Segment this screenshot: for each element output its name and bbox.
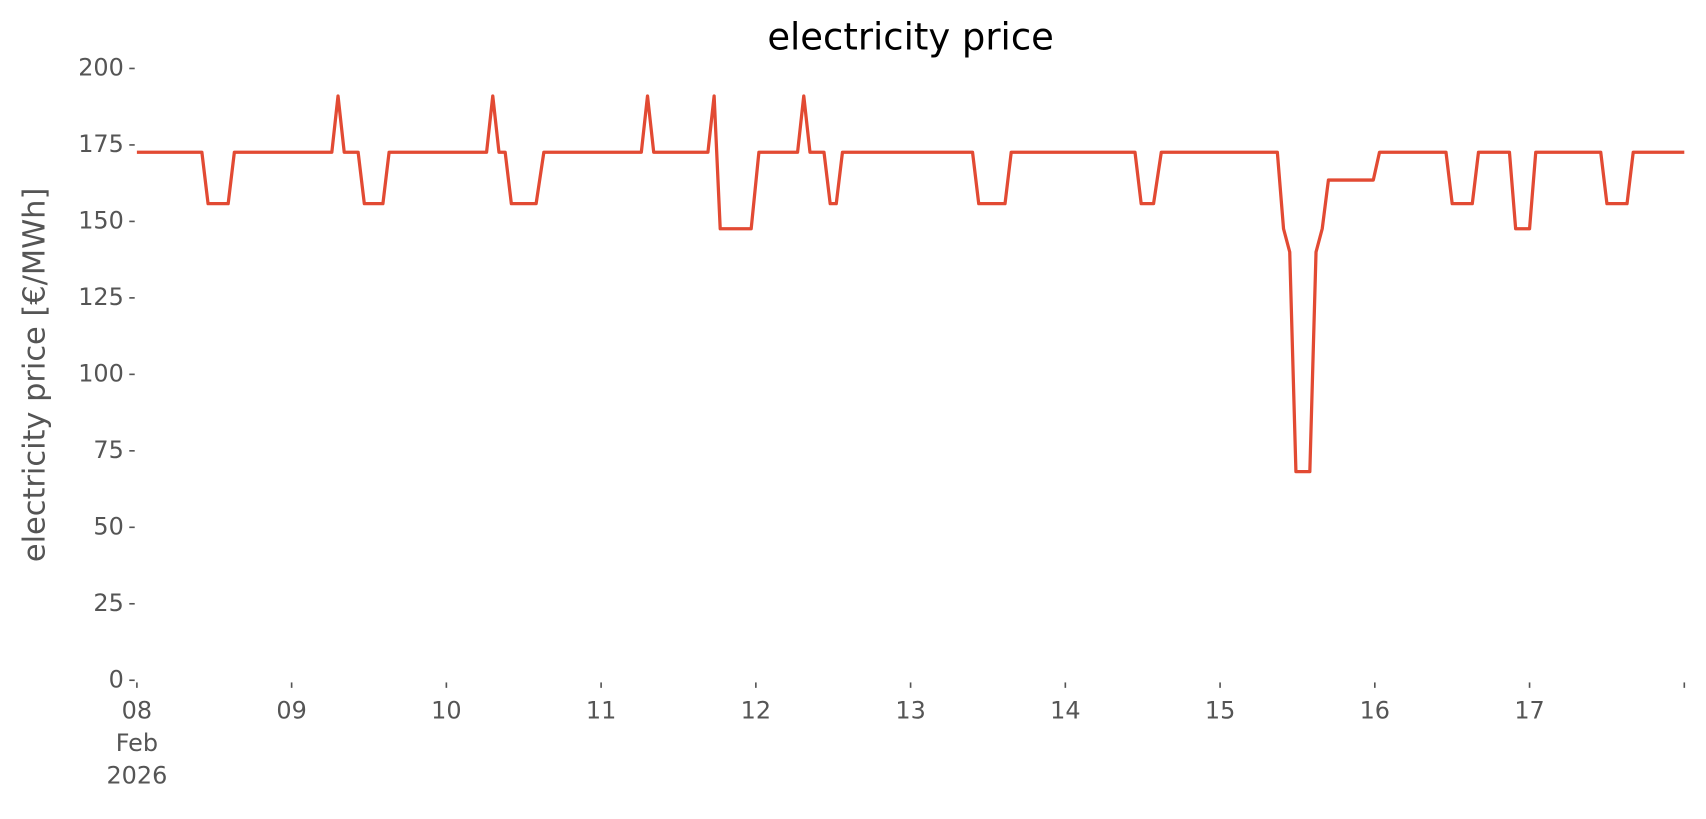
y-tick-label: 150 — [78, 206, 124, 234]
x-tick-label: 13 — [895, 696, 925, 724]
y-tick-label: 200 — [78, 53, 124, 81]
x-tick-label: 16 — [1360, 696, 1390, 724]
x-tick-label-line: 08 — [122, 696, 152, 724]
x-tick-label: 11 — [586, 696, 616, 724]
x-tick-label: 12 — [741, 696, 771, 724]
y-tick-label: 50 — [93, 512, 123, 540]
y-tick-label: 125 — [78, 283, 124, 311]
x-tick-label: 15 — [1205, 696, 1235, 724]
chart-title: electricity price — [767, 16, 1054, 59]
line-series — [136, 94, 1685, 474]
x-tick-label: 17 — [1514, 696, 1544, 724]
y-tick-label: 175 — [78, 130, 124, 158]
y-tick-label: 25 — [93, 589, 123, 617]
y-tick-label: 100 — [78, 359, 124, 387]
x-tick-label: 14 — [1050, 696, 1080, 724]
x-tick-label: 10 — [431, 696, 461, 724]
x-tick-label-line: 2026 — [106, 761, 167, 789]
x-tick-label: 08 Feb 2026 — [106, 696, 167, 789]
y-axis-label: electricity price [€/MWh] — [17, 188, 52, 562]
x-tick-label: 09 — [276, 696, 306, 724]
x-tick-label-line: Feb — [116, 729, 158, 757]
y-tick-label: 0 — [109, 665, 124, 693]
y-tick-label: 75 — [93, 436, 123, 464]
